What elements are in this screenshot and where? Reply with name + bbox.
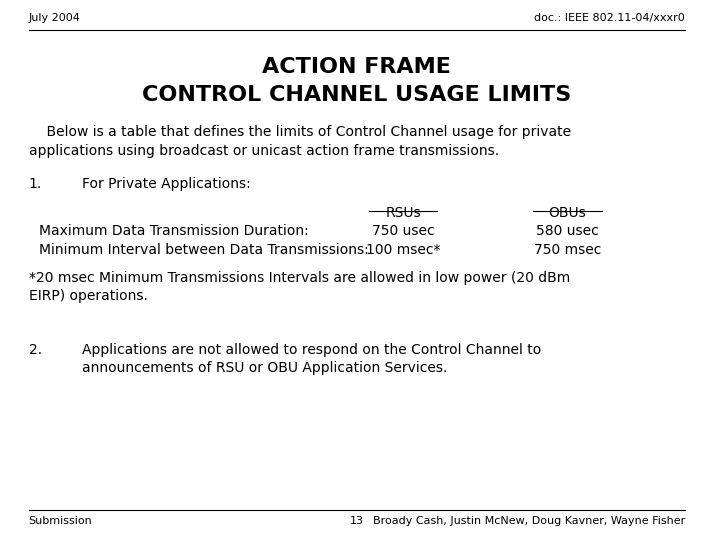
Text: Minimum Interval between Data Transmissions:: Minimum Interval between Data Transmissi… (40, 243, 369, 257)
Text: 2.: 2. (29, 343, 42, 357)
Text: For Private Applications:: For Private Applications: (82, 177, 251, 191)
Text: OBUs: OBUs (549, 206, 586, 220)
Text: Applications are not allowed to respond on the Control Channel to
announcements : Applications are not allowed to respond … (82, 343, 541, 375)
Text: *20 msec Minimum Transmissions Intervals are allowed in low power (20 dBm
EIRP) : *20 msec Minimum Transmissions Intervals… (29, 271, 570, 303)
Text: July 2004: July 2004 (29, 12, 81, 23)
Text: 580 usec: 580 usec (536, 224, 598, 238)
Text: 750 msec: 750 msec (534, 243, 601, 257)
Text: 13: 13 (350, 516, 364, 526)
Text: 100 msec*: 100 msec* (366, 243, 441, 257)
Text: Below is a table that defines the limits of Control Channel usage for private
ap: Below is a table that defines the limits… (29, 125, 571, 158)
Text: Broady Cash, Justin McNew, Doug Kavner, Wayne Fisher: Broady Cash, Justin McNew, Doug Kavner, … (373, 516, 685, 526)
Text: CONTROL CHANNEL USAGE LIMITS: CONTROL CHANNEL USAGE LIMITS (142, 85, 572, 105)
Text: Maximum Data Transmission Duration:: Maximum Data Transmission Duration: (40, 224, 309, 238)
Text: doc.: IEEE 802.11-04/xxxr0: doc.: IEEE 802.11-04/xxxr0 (534, 12, 685, 23)
Text: Submission: Submission (29, 516, 92, 526)
Text: 750 usec: 750 usec (372, 224, 434, 238)
Text: 1.: 1. (29, 177, 42, 191)
Text: ACTION FRAME: ACTION FRAME (262, 57, 451, 77)
Text: RSUs: RSUs (385, 206, 421, 220)
